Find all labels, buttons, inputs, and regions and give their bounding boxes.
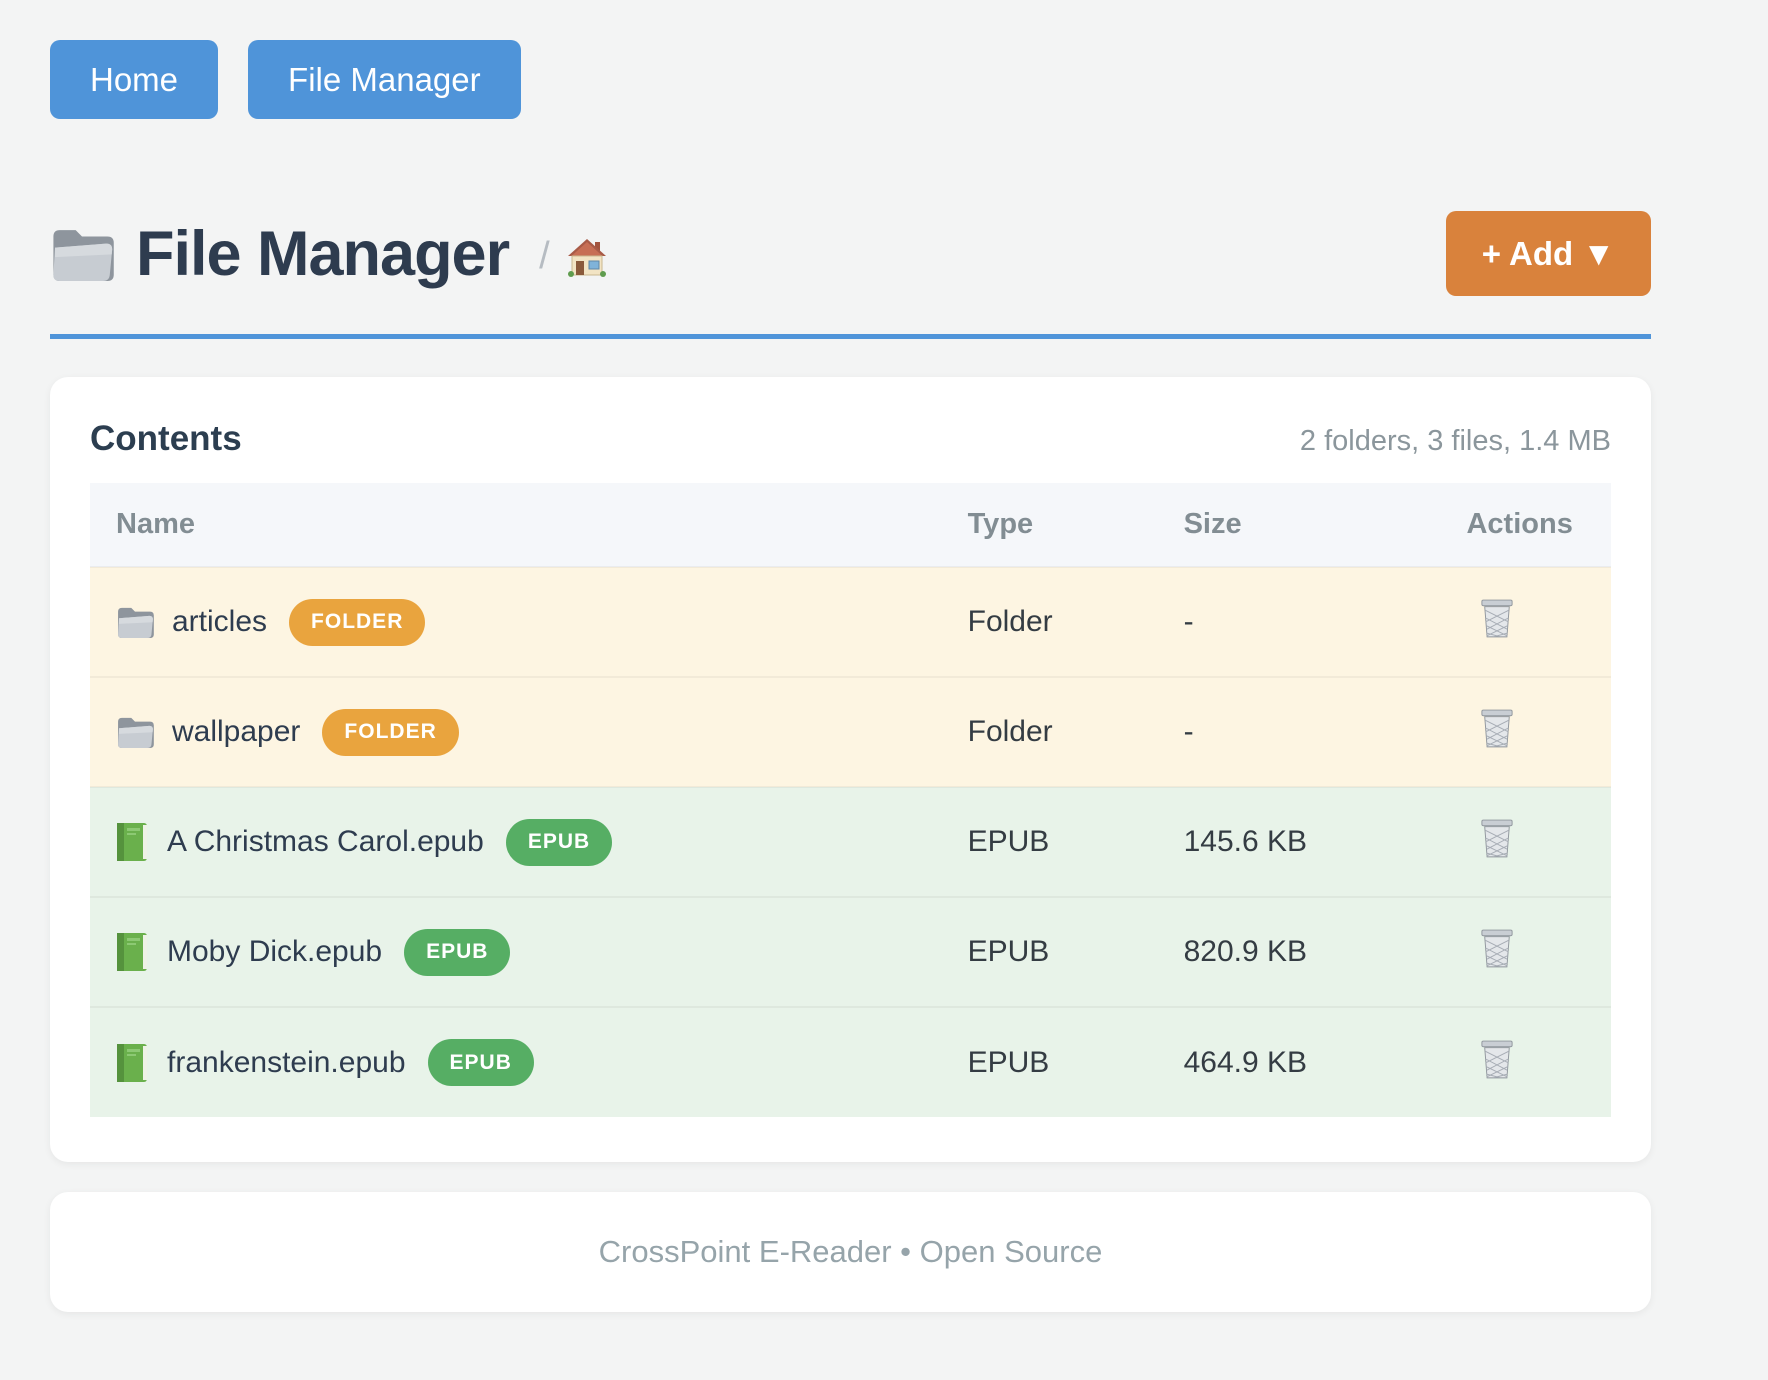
top-nav: Home File Manager — [50, 0, 1651, 119]
footer: CrossPoint E-Reader • Open Source — [50, 1192, 1651, 1312]
trash-icon — [1481, 1040, 1514, 1078]
actions-cell — [1466, 787, 1611, 897]
table-row: wallpaper FOLDER Folder - — [90, 677, 1611, 787]
actions-cell — [1466, 897, 1611, 1007]
contents-title: Contents — [90, 419, 242, 458]
table-row: frankenstein.epub EPUB EPUB 464.9 KB — [90, 1007, 1611, 1117]
header-divider — [50, 334, 1651, 339]
size-cell: 464.9 KB — [1183, 1045, 1308, 1079]
name-cell: articles FOLDER — [116, 598, 968, 646]
column-header-size: Size — [1183, 508, 1242, 540]
file-table-body: articles FOLDER Folder - wallpaper FOLDER Fol… — [90, 567, 1611, 1117]
trash-icon — [1481, 929, 1514, 968]
file-name-link[interactable]: frankenstein.epub — [167, 1045, 406, 1079]
column-header-type: Type — [967, 508, 1034, 540]
add-button[interactable]: + Add ▼ — [1445, 211, 1651, 296]
home-button[interactable]: Home — [50, 40, 219, 119]
file-name-link[interactable]: Moby Dick.epub — [167, 935, 383, 968]
column-header-name: Name — [116, 508, 195, 540]
type-cell: EPUB — [967, 935, 1050, 968]
name-cell: wallpaper FOLDER — [116, 708, 968, 756]
epub-badge: EPUB — [505, 818, 613, 866]
size-cell: - — [1183, 605, 1194, 638]
book-icon — [117, 933, 147, 971]
actions-cell — [1466, 677, 1611, 787]
contents-card: Contents 2 folders, 3 files, 1.4 MB Name… — [50, 377, 1651, 1162]
page-header: File Manager / + Add ▼ — [50, 211, 1651, 296]
page: Home File Manager File Manager / + Add ▼… — [50, 0, 1651, 1312]
file-table-head: Name Type Size Actions — [90, 483, 1611, 567]
contents-summary: 2 folders, 3 files, 1.4 MB — [1299, 425, 1611, 457]
folder-badge: FOLDER — [289, 598, 426, 646]
actions-cell — [1466, 1007, 1611, 1117]
trash-icon — [1481, 599, 1514, 638]
size-cell: 820.9 KB — [1183, 935, 1308, 968]
file-name-link[interactable]: wallpaper — [172, 715, 301, 748]
epub-badge: EPUB — [427, 1039, 534, 1086]
type-cell: EPUB — [967, 1045, 1050, 1079]
file-table: Name Type Size Actions articles FOLDER Fol… — [90, 483, 1611, 1117]
table-row: Moby Dick.epub EPUB EPUB 820.9 KB — [90, 897, 1611, 1007]
trash-icon — [1481, 819, 1514, 858]
actions-cell — [1466, 567, 1611, 677]
file-name-link[interactable]: articles — [172, 605, 268, 638]
delete-button[interactable] — [1480, 928, 1514, 968]
delete-button[interactable] — [1480, 818, 1514, 858]
book-icon — [117, 823, 147, 861]
size-cell: - — [1183, 715, 1194, 748]
table-row: articles FOLDER Folder - — [90, 567, 1611, 677]
size-cell: 145.6 KB — [1183, 825, 1308, 858]
page-title: File Manager — [136, 218, 510, 289]
name-cell: Moby Dick.epub EPUB — [116, 928, 968, 976]
file-name-link[interactable]: A Christmas Carol.epub — [167, 825, 484, 858]
type-cell: Folder — [967, 715, 1053, 748]
breadcrumb-home-link[interactable] — [566, 237, 608, 279]
book-icon — [117, 1043, 147, 1082]
delete-button[interactable] — [1480, 1039, 1514, 1079]
delete-button[interactable] — [1480, 708, 1514, 748]
column-header-actions: Actions — [1466, 508, 1573, 540]
file-manager-button[interactable]: File Manager — [248, 40, 521, 119]
table-row: A Christmas Carol.epub EPUB EPUB 145.6 KB — [90, 787, 1611, 897]
footer-text: CrossPoint E-Reader • Open Source — [598, 1234, 1103, 1269]
breadcrumb-separator: / — [539, 235, 550, 277]
name-cell: A Christmas Carol.epub EPUB — [116, 818, 968, 866]
folder-icon — [53, 229, 114, 281]
epub-badge: EPUB — [404, 928, 511, 976]
house-icon — [567, 238, 606, 277]
type-cell: EPUB — [967, 825, 1050, 858]
title-wrap: File Manager / — [50, 218, 608, 290]
folder-badge: FOLDER — [322, 708, 459, 756]
folder-icon — [118, 607, 154, 638]
folder-icon — [50, 227, 114, 281]
folder-icon — [118, 717, 154, 748]
delete-button[interactable] — [1480, 598, 1514, 638]
type-cell: Folder — [967, 605, 1053, 638]
name-cell: frankenstein.epub EPUB — [116, 1039, 968, 1086]
contents-card-header: Contents 2 folders, 3 files, 1.4 MB — [90, 419, 1611, 459]
trash-icon — [1481, 709, 1514, 748]
